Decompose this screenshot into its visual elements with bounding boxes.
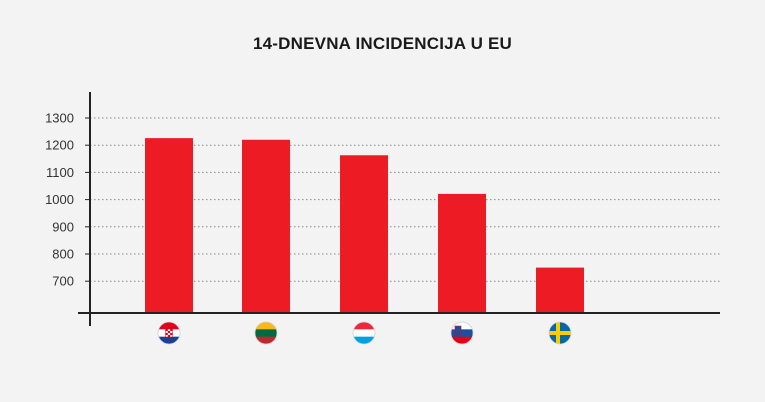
y-tick-label: 1300	[45, 111, 74, 126]
y-tick-label: 1000	[45, 192, 74, 207]
y-axis-ticks: 700 800 900 1000 1100 1200 1300	[45, 111, 90, 289]
y-tick-label: 1100	[46, 165, 74, 180]
bar-sweden	[536, 267, 584, 313]
bar-croatia	[145, 138, 193, 313]
y-tick-label: 900	[52, 219, 74, 234]
bars	[145, 138, 584, 313]
flag-croatia-icon	[158, 322, 180, 344]
bar-luxembourg	[340, 155, 388, 313]
flag-outline	[450, 321, 474, 345]
bar-slovenia	[438, 193, 486, 313]
flag-sweden-icon	[549, 322, 571, 344]
bar-lithuania	[242, 139, 290, 313]
y-tick-label: 700	[52, 274, 74, 289]
gridlines	[90, 117, 720, 282]
chart-title: 14-DNEVNA INCIDENCIJA U EU	[253, 34, 512, 53]
flag-outline	[157, 321, 181, 345]
flag-outline	[548, 321, 572, 345]
flag-slovenia-icon	[451, 322, 473, 344]
y-tick-label: 1200	[45, 138, 74, 153]
y-tick-label: 800	[52, 247, 74, 262]
flag-outline	[254, 321, 278, 345]
flag-lithuania-icon	[255, 322, 277, 344]
flag-outline	[352, 321, 376, 345]
category-flags	[157, 321, 572, 345]
flag-luxembourg-icon	[353, 322, 375, 344]
